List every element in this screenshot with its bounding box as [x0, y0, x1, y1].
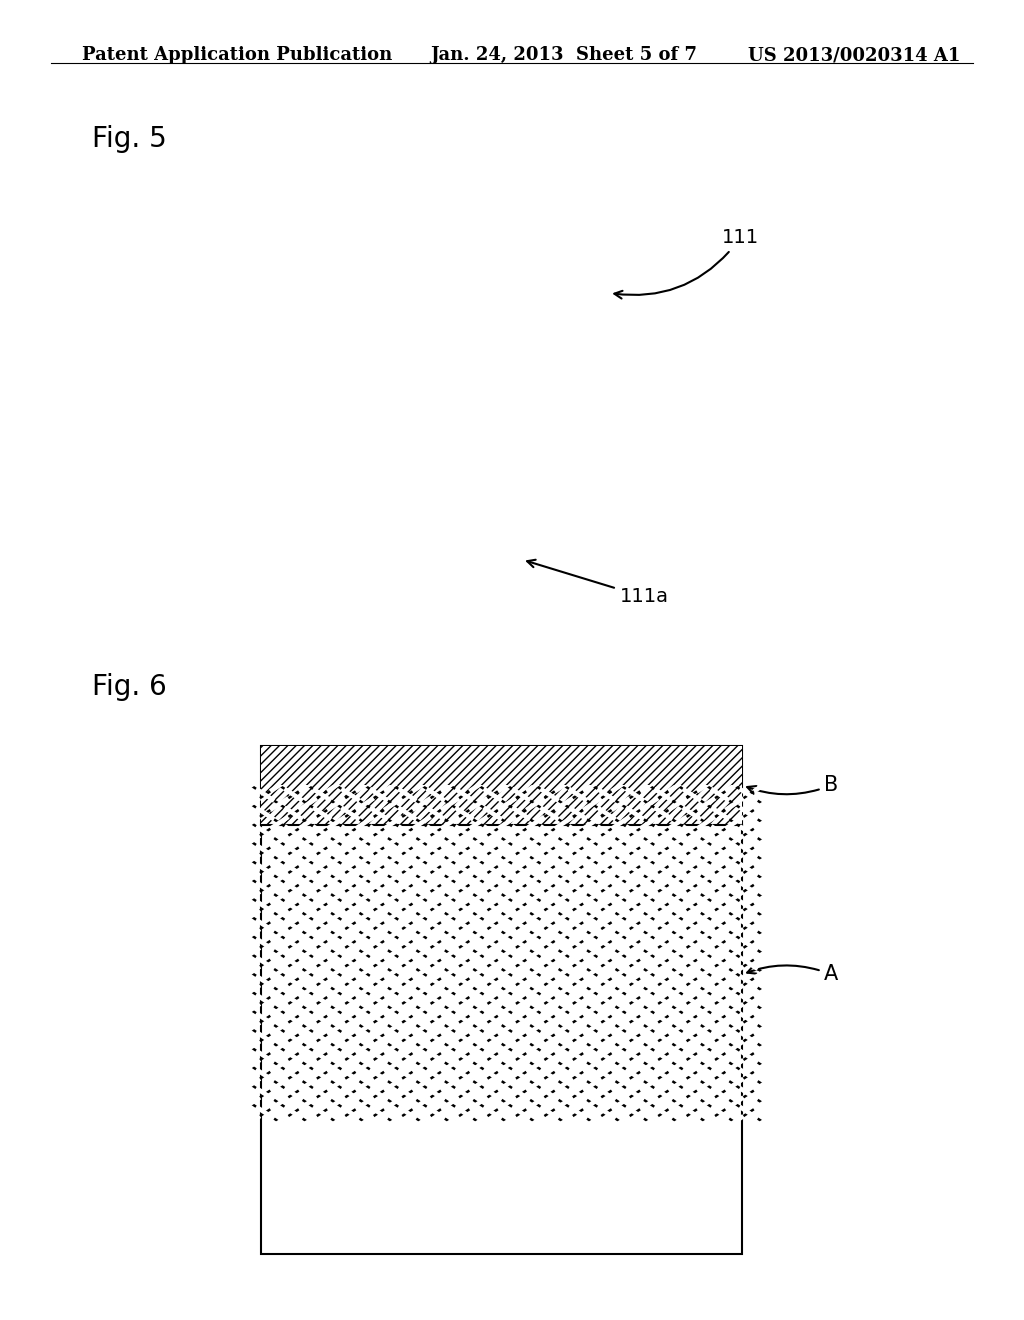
Text: A: A: [748, 965, 839, 985]
Text: 111a: 111a: [527, 560, 669, 606]
Text: Fig. 5: Fig. 5: [92, 125, 167, 153]
Text: US 2013/0020314 A1: US 2013/0020314 A1: [748, 46, 959, 65]
Text: Jan. 24, 2013  Sheet 5 of 7: Jan. 24, 2013 Sheet 5 of 7: [430, 46, 697, 65]
Text: Patent Application Publication: Patent Application Publication: [82, 46, 392, 65]
Text: B: B: [748, 775, 839, 795]
Bar: [261, 746, 742, 1254]
Bar: [261, 746, 742, 825]
Text: 111: 111: [614, 228, 759, 298]
Text: Fig. 6: Fig. 6: [92, 673, 167, 701]
